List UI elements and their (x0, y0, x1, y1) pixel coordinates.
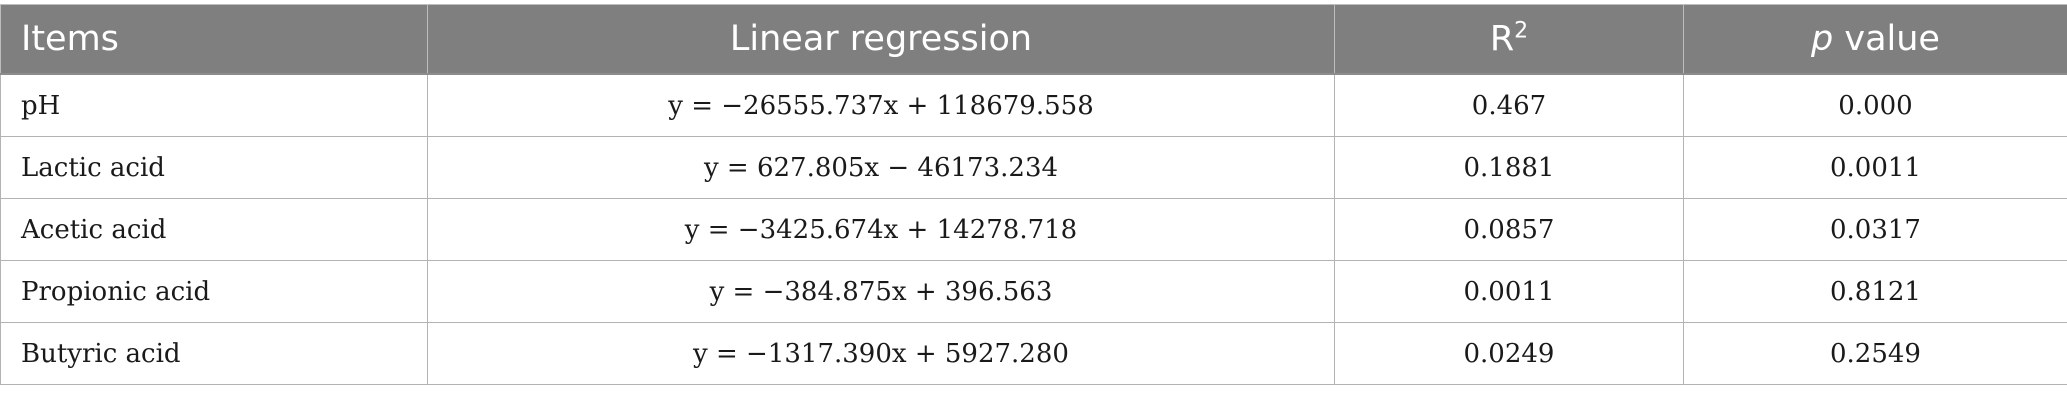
cell-item: pH (0, 73, 428, 137)
cell-regression: y = 627.805x − 46173.234 (427, 136, 1335, 199)
cell-regression: y = −384.875x + 396.563 (427, 260, 1335, 323)
table-header: Items Linear regression R2 p value (0, 4, 2067, 75)
header-row: Items Linear regression R2 p value (0, 4, 2067, 75)
table-row: Propionic acid y = −384.875x + 396.563 0… (0, 260, 2067, 323)
cell-p-value: 0.8121 (1683, 260, 2067, 323)
header-r-superscript: 2 (1514, 18, 1529, 44)
header-r-squared: R2 (1334, 4, 1684, 75)
header-p-value: p value (1683, 4, 2067, 75)
regression-table: Items Linear regression R2 p value pH y … (0, 4, 2067, 385)
cell-item: Propionic acid (0, 260, 428, 323)
cell-p-value: 0.000 (1683, 73, 2067, 137)
cell-p-value: 0.0317 (1683, 198, 2067, 261)
header-p-rest: value (1833, 19, 1940, 59)
header-linear-regression: Linear regression (427, 4, 1335, 75)
header-p-italic: p (1811, 19, 1834, 59)
table-body: pH y = −26555.737x + 118679.558 0.467 0.… (0, 73, 2067, 385)
cell-p-value: 0.2549 (1683, 322, 2067, 385)
cell-r2: 0.0249 (1334, 322, 1684, 385)
cell-item: Acetic acid (0, 198, 428, 261)
cell-regression: y = −26555.737x + 118679.558 (427, 73, 1335, 137)
cell-r2: 0.467 (1334, 73, 1684, 137)
table-row: Lactic acid y = 627.805x − 46173.234 0.1… (0, 136, 2067, 199)
cell-item: Lactic acid (0, 136, 428, 199)
header-r-base: R (1489, 19, 1515, 59)
table-row: Butyric acid y = −1317.390x + 5927.280 0… (0, 322, 2067, 385)
header-items: Items (0, 4, 428, 75)
regression-table-container: Items Linear regression R2 p value pH y … (0, 4, 2067, 385)
cell-item: Butyric acid (0, 322, 428, 385)
cell-regression: y = −1317.390x + 5927.280 (427, 322, 1335, 385)
cell-r2: 0.0011 (1334, 260, 1684, 323)
cell-p-value: 0.0011 (1683, 136, 2067, 199)
cell-r2: 0.0857 (1334, 198, 1684, 261)
cell-r2: 0.1881 (1334, 136, 1684, 199)
table-row: pH y = −26555.737x + 118679.558 0.467 0.… (0, 73, 2067, 137)
table-row: Acetic acid y = −3425.674x + 14278.718 0… (0, 198, 2067, 261)
cell-regression: y = −3425.674x + 14278.718 (427, 198, 1335, 261)
